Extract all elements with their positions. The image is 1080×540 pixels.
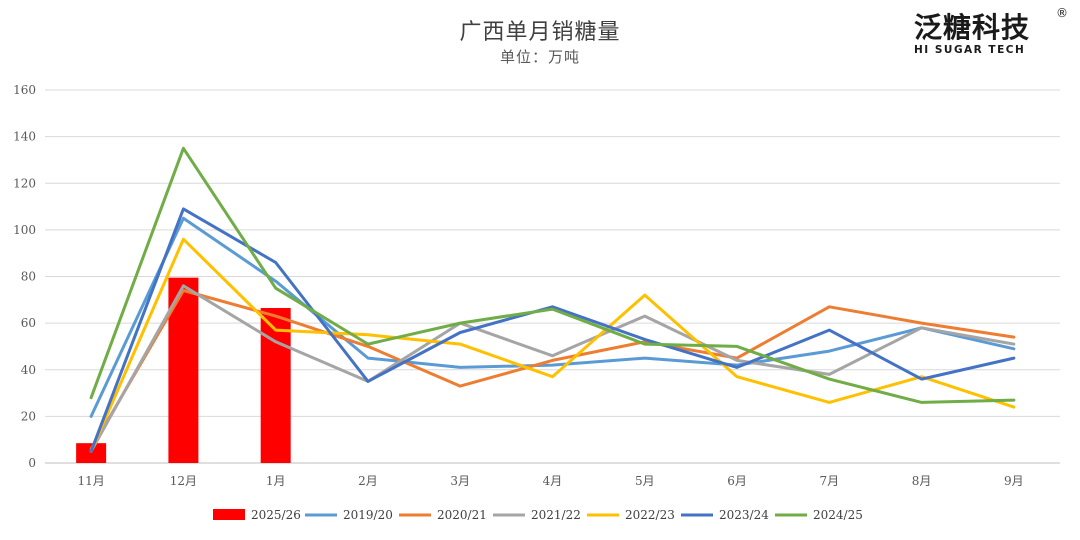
y-tick-label: 120 [13,176,36,190]
y-tick-label: 80 [21,270,36,284]
line-series [89,146,1016,453]
series-line [89,207,1016,453]
legend-label: 2020/21 [437,508,487,522]
y-tick-label: 140 [13,130,36,144]
legend-label: 2023/24 [719,508,769,522]
registered-mark: ® [1056,6,1068,20]
x-tick-label: 6月 [727,474,747,488]
legend-label: 2024/25 [813,508,863,522]
x-tick-label: 12月 [170,474,197,488]
grid-lines [45,89,1060,464]
y-tick-label: 100 [13,223,36,237]
brand-name: 泛糖科技 [914,11,1031,44]
series-line [89,237,1016,453]
legend-swatch [213,509,245,520]
x-tick-label: 1月 [266,474,286,488]
legend-label: 2019/20 [343,508,393,522]
legend-item: 2020/21 [399,508,487,522]
series-line [89,284,1016,453]
x-tick-label: 9月 [1004,474,1024,488]
bar-series [76,277,291,463]
chart-title: 广西单月销糖量 [459,20,621,45]
y-tick-label: 160 [13,83,36,97]
bar [76,443,107,463]
bar [260,307,291,463]
x-tick-label: 5月 [635,474,655,488]
legend: 2025/26 2019/20 2020/21 2021/22 2022/23 2023/… [213,508,863,522]
y-tick-label: 40 [21,363,36,377]
legend-item: 2023/24 [681,508,769,522]
legend-label: 2025/26 [251,508,301,522]
chart-subtitle: 单位：万吨 [499,48,580,66]
x-tick-label: 2月 [358,474,378,488]
x-tick-label: 8月 [912,474,932,488]
series-line [89,146,1016,404]
legend-item: 2022/23 [587,508,675,522]
legend-item: 2025/26 [213,508,301,522]
legend-item: 2024/25 [775,508,863,522]
series-line [89,216,1016,418]
legend-item: 2019/20 [305,508,393,522]
y-tick-label: 60 [21,316,36,330]
x-tick-label: 7月 [819,474,839,488]
y-tick-label: 0 [28,456,36,470]
series-line [89,289,1016,451]
x-tick-label: 3月 [450,474,470,488]
y-tick-label: 20 [21,409,36,423]
legend-label: 2021/22 [531,508,581,522]
x-axis: 11月 12月 1月 2月 3月 4月 5月 6月 7月 8月 9月 [77,474,1023,488]
legend-item: 2021/22 [493,508,581,522]
x-tick-label: 4月 [543,474,563,488]
legend-label: 2022/23 [625,508,675,522]
y-axis: 0 20 40 60 80 100 120 140 160 [13,83,36,470]
x-tick-label: 11月 [77,474,104,488]
brand-logo: 泛糖科技 HI SUGAR TECH ® [914,6,1068,56]
brand-tagline: HI SUGAR TECH [914,44,1026,56]
